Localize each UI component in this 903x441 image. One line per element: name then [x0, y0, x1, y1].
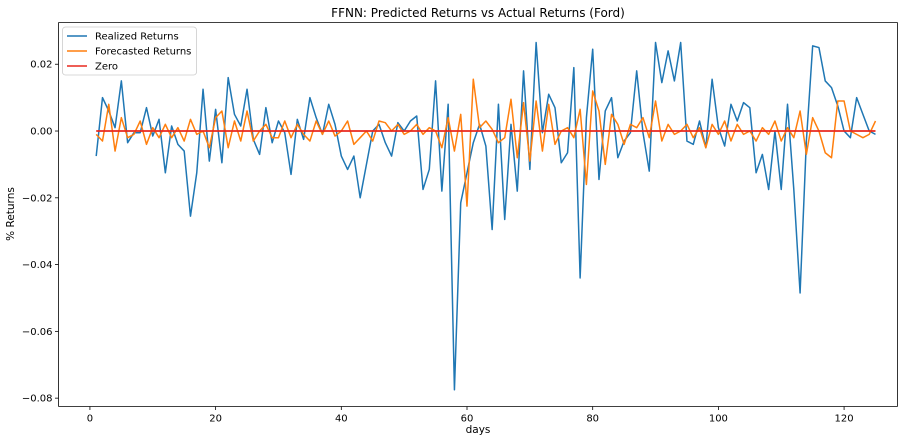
- y-axis-ticks: 0.02 0.00 −0.02 −0.04 −0.06 −0.08: [22, 60, 59, 405]
- legend-box: [62, 26, 197, 76]
- series-line-forecasted-returns: [95, 78, 877, 207]
- x-axis-label: days: [466, 424, 491, 436]
- legend-items: Realized Returns Forecasted Returns Zero: [67, 32, 191, 73]
- x-tick-label: 80: [586, 414, 599, 425]
- y-tick-label: −0.06: [22, 327, 53, 338]
- legend-label-forecasted-returns: Forecasted Returns: [95, 47, 191, 58]
- legend: Realized Returns Forecasted Returns Zero: [62, 26, 197, 76]
- axes-frame: [58, 22, 898, 407]
- y-tick-label: −0.08: [22, 394, 53, 405]
- y-tick-label: 0.02: [30, 60, 52, 71]
- plot-area: [58, 22, 898, 407]
- x-tick-label: 20: [209, 414, 222, 425]
- x-tick-label: 100: [709, 414, 728, 425]
- x-axis-ticks: 0 20 40 60 80 100 120: [87, 406, 854, 425]
- x-tick-label: 40: [335, 414, 348, 425]
- y-tick-label: 0.00: [30, 127, 52, 138]
- y-tick-label: −0.02: [22, 193, 53, 204]
- chart-title: FFNN: Predicted Returns vs Actual Return…: [331, 6, 625, 20]
- x-tick-label: 120: [835, 414, 854, 425]
- y-tick-label: −0.04: [22, 260, 53, 271]
- legend-label-zero: Zero: [95, 62, 118, 73]
- x-tick-label: 0: [87, 414, 93, 425]
- y-axis-label: % Returns: [5, 187, 17, 241]
- legend-label-realized-returns: Realized Returns: [95, 32, 179, 43]
- series-line-realized-returns: [95, 41, 876, 391]
- series-layer: [95, 41, 877, 391]
- x-tick-label: 60: [461, 414, 474, 425]
